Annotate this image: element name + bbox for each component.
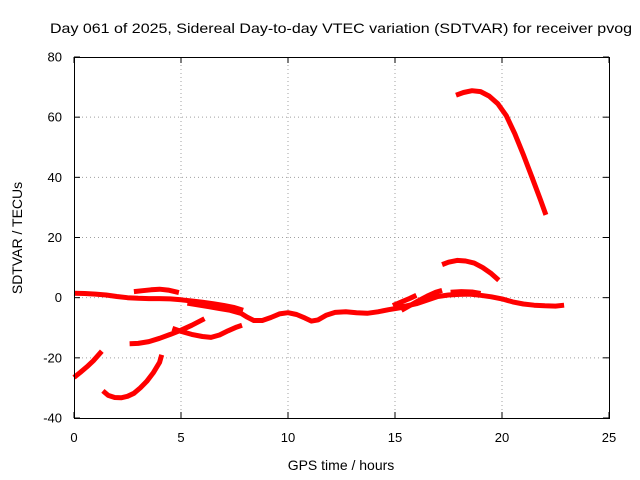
y-tick-label: -40: [43, 411, 62, 426]
x-tick-label: 10: [281, 430, 295, 445]
y-tick-label: 60: [48, 110, 62, 125]
tick-layer: 0 5 10 15 20 25 -40 -20 0 20 40 60 80: [43, 50, 616, 446]
y-tick-label: -20: [43, 350, 62, 365]
y-tick-label: 40: [48, 170, 62, 185]
sdtvar-line-segment: [394, 291, 565, 310]
y-tick-label: 0: [55, 290, 62, 305]
x-tick-label: 0: [70, 430, 77, 445]
x-axis-label: GPS time / hours: [288, 457, 395, 473]
x-tick-label: 25: [602, 430, 616, 445]
y-tick-label: 80: [48, 50, 62, 65]
sdtvar-line-segment: [455, 88, 549, 216]
sdtvar-line-segment: [391, 293, 418, 308]
sdtvar-line-segment: [133, 286, 180, 296]
y-axis-label: SDTVAR / TECUs: [9, 182, 25, 294]
sdtvar-line-segment: [101, 354, 165, 401]
grid-layer: [74, 57, 609, 418]
x-tick-label: 15: [388, 430, 402, 445]
sdtvar-line-segment: [186, 300, 409, 324]
sdtvar-line-segment: [129, 316, 206, 347]
sdtvar-line-segment: [171, 322, 243, 340]
x-tick-label: 5: [177, 430, 184, 445]
chart-title: Day 061 of 2025, Sidereal Day-to-day VTE…: [50, 20, 632, 36]
x-tick-label: 20: [495, 430, 509, 445]
sdtvar-line-segment: [441, 257, 501, 283]
data-layer: [72, 88, 565, 401]
sdtvar-line-segment: [73, 290, 244, 313]
sdtvar-line-segment: [450, 289, 482, 296]
y-tick-label: 20: [48, 230, 62, 245]
sdtvar-line-segment: [72, 349, 104, 380]
